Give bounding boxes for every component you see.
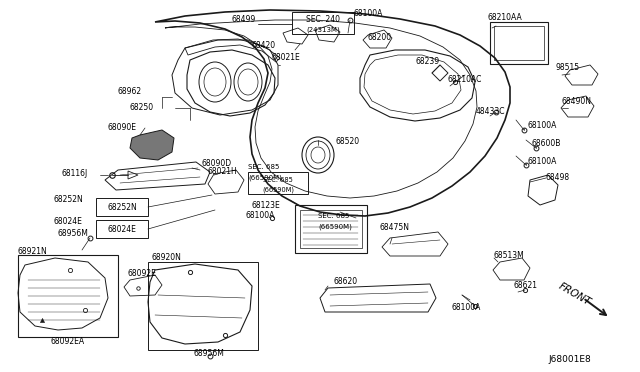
Text: 68921N: 68921N [18,247,48,257]
Text: 68498: 68498 [546,173,570,183]
Text: 68956M: 68956M [58,230,89,238]
Bar [494,26,544,60]
Bar [295,205,367,253]
Text: 68123E: 68123E [252,201,281,209]
Text: 68116J: 68116J [62,170,88,179]
Text: 68210AC: 68210AC [448,76,483,84]
Text: SEC. 685: SEC. 685 [318,213,349,219]
Text: (24313M): (24313M) [306,27,340,33]
Text: 68600B: 68600B [532,140,561,148]
Text: 68252N: 68252N [54,196,84,205]
Text: 68021E: 68021E [272,54,301,62]
Bar [148,262,258,350]
Bar [490,22,548,64]
Text: (66590M): (66590M) [248,175,282,181]
Text: 48433C: 48433C [476,108,506,116]
Text: 68962: 68962 [118,87,142,96]
Text: 98515: 98515 [556,64,580,73]
Text: SEC. 685: SEC. 685 [263,177,293,183]
Text: 68250: 68250 [130,103,154,112]
Text: 68252N: 68252N [107,202,137,212]
Text: 68620: 68620 [334,278,358,286]
Text: 68200: 68200 [368,33,392,42]
Text: 68021H: 68021H [208,167,237,176]
Text: 68621: 68621 [514,282,538,291]
Text: 68090E: 68090E [108,124,137,132]
Text: 68100A: 68100A [246,211,275,219]
Bar [300,210,362,248]
Text: 68210AA: 68210AA [488,13,523,22]
Bar [248,172,308,194]
Bar [96,220,148,238]
Bar [18,255,118,337]
Text: SEC. 685: SEC. 685 [248,164,280,170]
Text: 68475N: 68475N [380,224,410,232]
Text: 68956M: 68956M [194,350,225,359]
Text: FRONT: FRONT [557,281,593,307]
Text: 68920N: 68920N [152,253,182,263]
Text: 68100A: 68100A [354,10,383,19]
Text: 68100A: 68100A [452,304,481,312]
Text: 68420: 68420 [252,42,276,51]
Text: J68001E8: J68001E8 [548,356,591,365]
Text: 68513M: 68513M [494,250,525,260]
Text: 68092E: 68092E [128,269,157,279]
Text: 68090D: 68090D [202,160,232,169]
Text: 68490N: 68490N [562,97,592,106]
Text: 68239: 68239 [416,58,440,67]
Text: (66590M): (66590M) [262,187,294,193]
Text: 68520: 68520 [336,138,360,147]
Polygon shape [130,130,174,160]
Bar [96,198,148,216]
Text: 68100A: 68100A [528,157,557,167]
Text: 68024E: 68024E [54,218,83,227]
Text: 68100A: 68100A [528,121,557,129]
Text: 68092EA: 68092EA [51,337,85,346]
Text: 68024E: 68024E [108,224,136,234]
Text: (66590M): (66590M) [318,224,352,230]
Text: 68499: 68499 [232,16,256,25]
Text: SEC. 240: SEC. 240 [306,16,340,25]
Bar [292,12,354,34]
